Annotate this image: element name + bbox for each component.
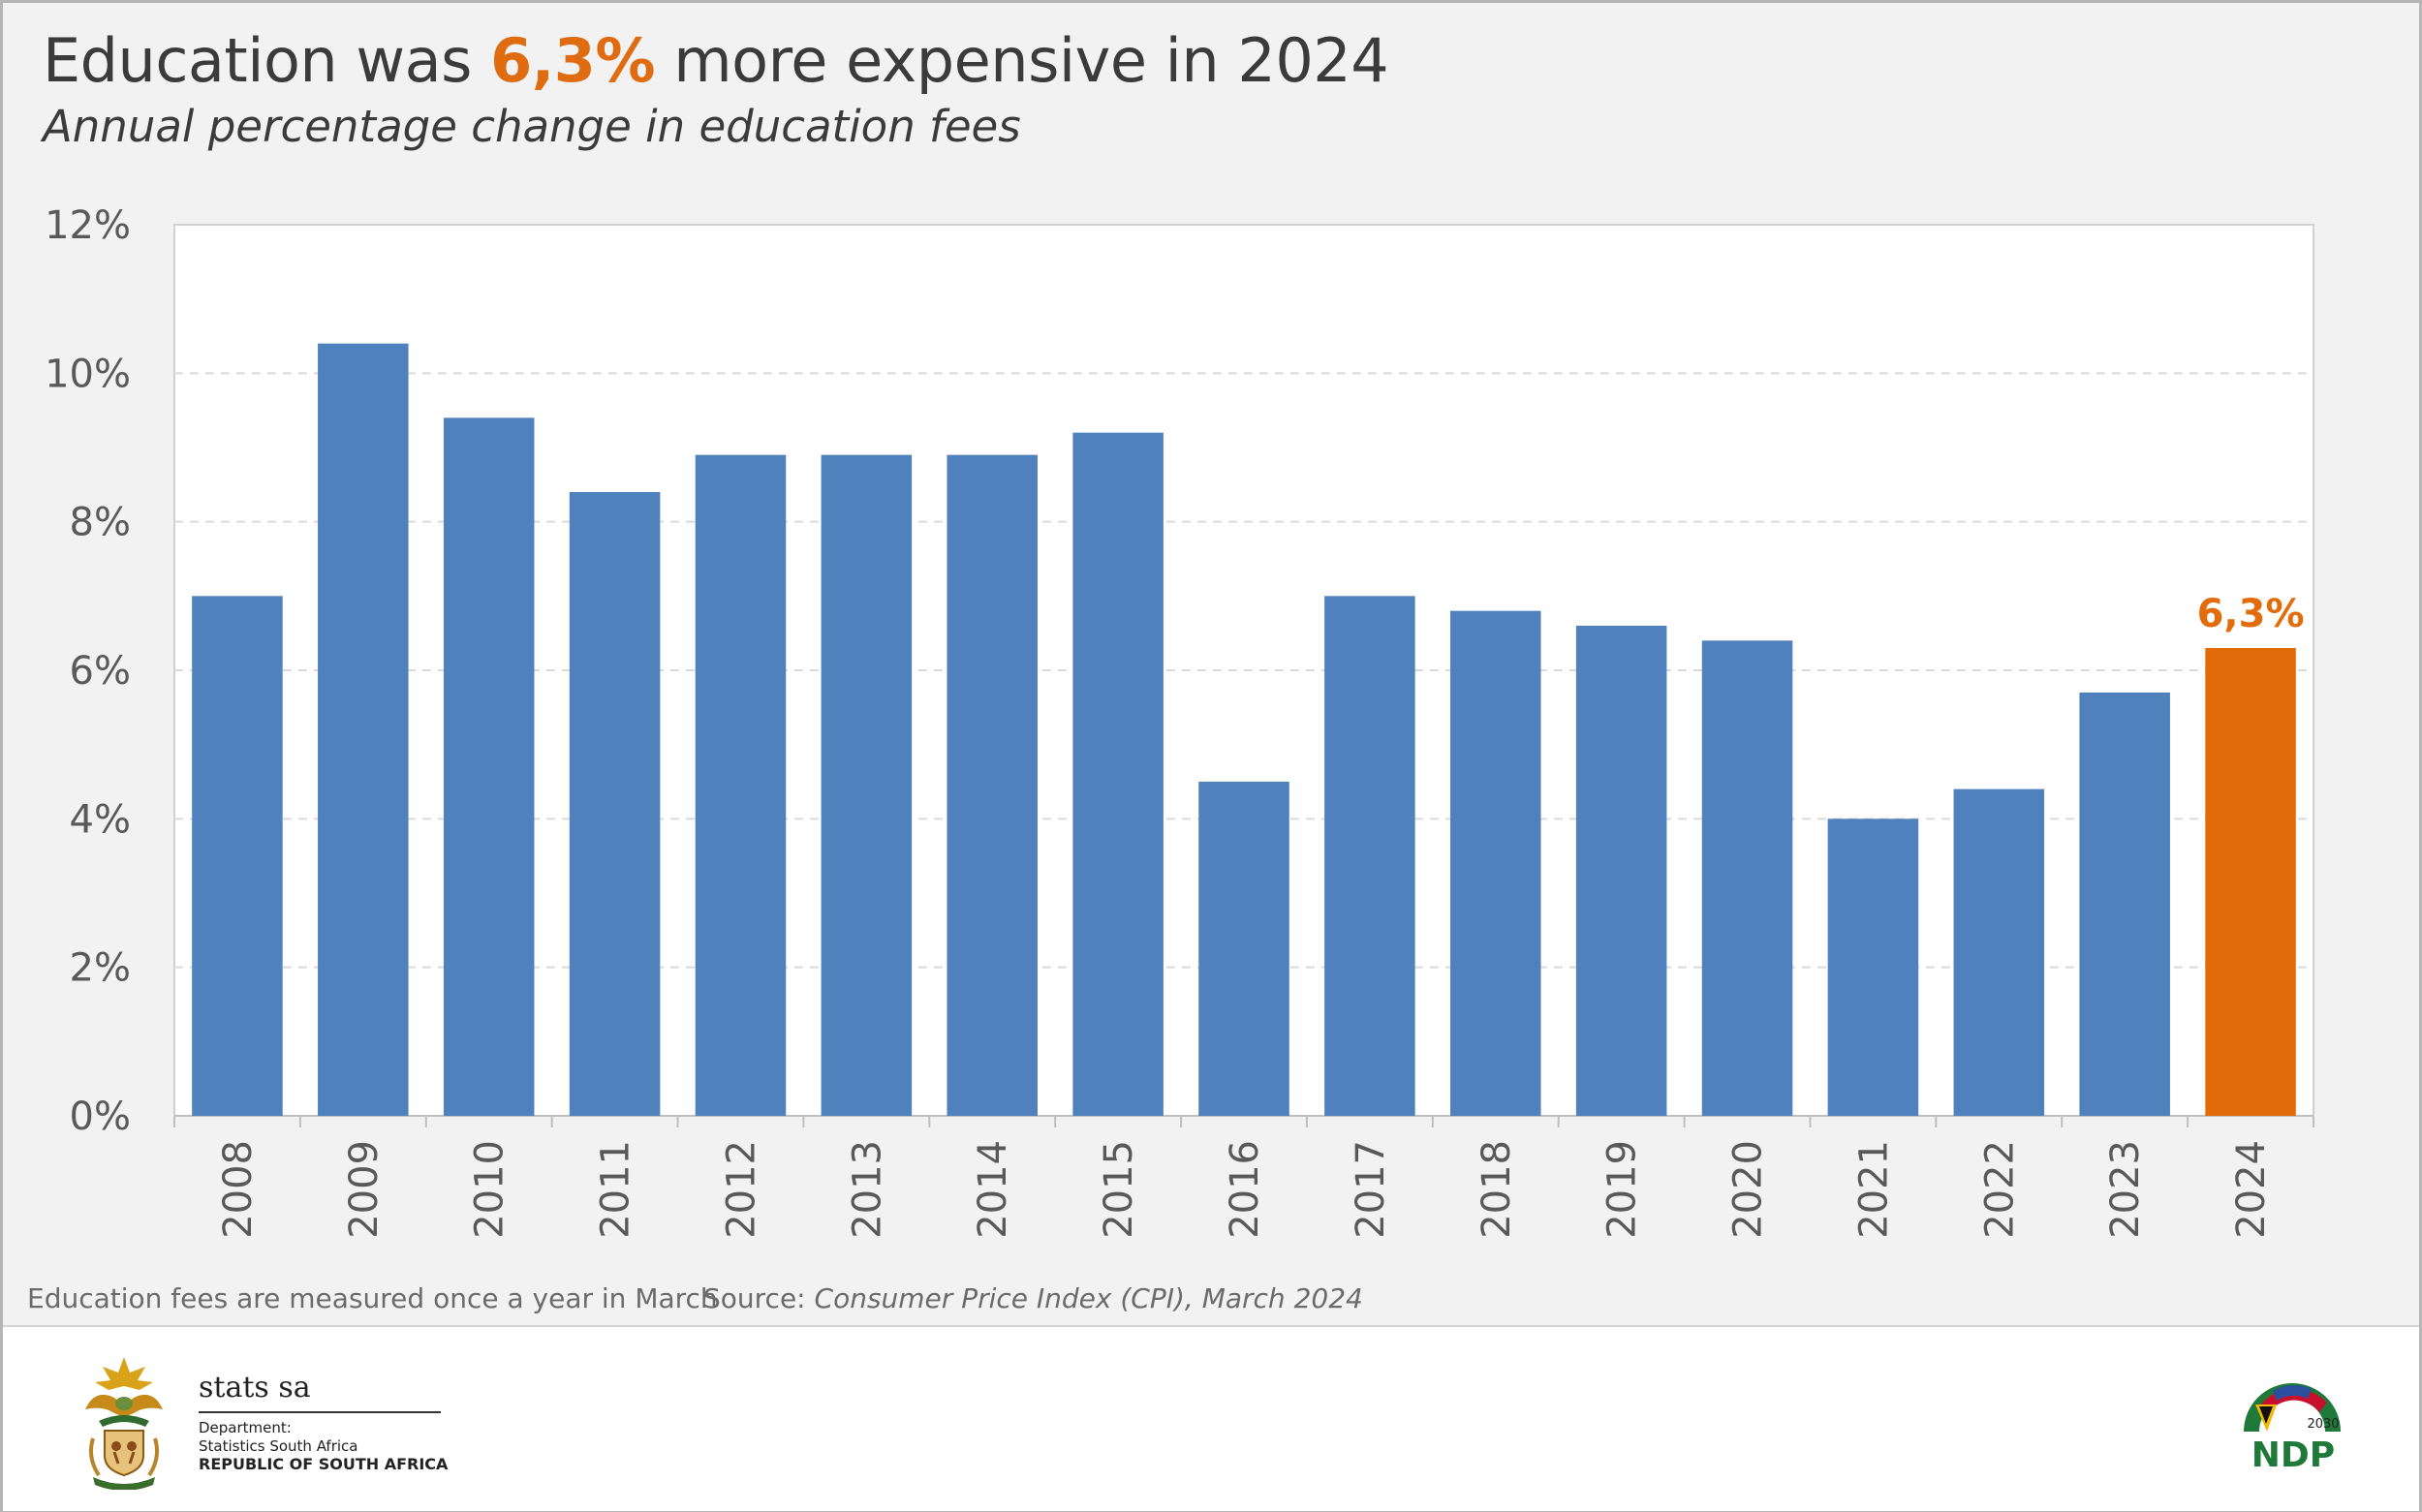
x-tick-label: 2014 <box>971 1140 1015 1239</box>
y-axis-ticks: 0% 2% 4% 6% 8% 10% 12% <box>45 203 131 1139</box>
dept-line-1: Department: <box>199 1419 292 1436</box>
x-tick-label: 2022 <box>1977 1140 2022 1239</box>
bar-2008 <box>192 596 283 1116</box>
x-tick-label: 2016 <box>1223 1140 1267 1239</box>
bar-2011 <box>569 492 661 1116</box>
y-tick-label: 0% <box>70 1095 131 1139</box>
bar-2009 <box>318 343 409 1117</box>
bar-2012 <box>695 454 787 1117</box>
x-tick-label: 2017 <box>1349 1140 1393 1239</box>
y-tick-label: 12% <box>45 203 131 248</box>
x-tick-label: 2009 <box>342 1140 387 1239</box>
source-note: Source: Consumer Price Index (CPI), Marc… <box>703 1282 1363 1314</box>
x-tick-label: 2012 <box>719 1140 763 1239</box>
bar-2018 <box>1450 610 1541 1116</box>
data-labels: 6,3% <box>2197 592 2305 636</box>
x-tick-label: 2020 <box>1726 1140 1771 1239</box>
bar-2017 <box>1324 596 1415 1116</box>
org-name-rule <box>199 1411 441 1413</box>
bar-2022 <box>1953 788 2045 1116</box>
logo-strip <box>3 1325 2419 1511</box>
y-tick-label: 8% <box>70 501 131 545</box>
x-tick-label: 2010 <box>468 1140 512 1239</box>
x-tick-label: 2021 <box>1851 1140 1896 1239</box>
bar-chart: 0% 2% 4% 6% 8% 10% 12% 2008 2009 2010 2011 2012 201… <box>45 203 2314 1239</box>
bar-2020 <box>1701 640 1793 1116</box>
x-tick-label: 2018 <box>1475 1140 1519 1239</box>
x-tick-label: 2008 <box>216 1140 261 1239</box>
bar-2024 <box>2205 648 2296 1116</box>
x-axis-ticks: 2008 2009 2010 2011 2012 2013 2014 2015 2016 2017… <box>173 1116 2314 1239</box>
bars <box>192 343 2296 1117</box>
bar-2013 <box>821 454 913 1117</box>
coat-of-arms-icon <box>85 1357 163 1490</box>
bar-2010 <box>443 417 535 1116</box>
x-tick-label: 2024 <box>2229 1140 2274 1239</box>
ndp-year: 2030 <box>2307 1417 2339 1432</box>
bar-2016 <box>1198 782 1289 1116</box>
bar-2021 <box>1827 818 1919 1116</box>
x-tick-label: 2013 <box>845 1140 889 1239</box>
org-name: stats sa <box>199 1371 311 1404</box>
bar-2014 <box>947 454 1038 1117</box>
y-tick-label: 4% <box>70 797 131 842</box>
x-tick-label: 2011 <box>594 1140 638 1239</box>
y-tick-label: 2% <box>70 946 131 991</box>
footnote: Education fees are measured once a year … <box>27 1282 718 1314</box>
title-highlight: 6,3% <box>490 25 656 96</box>
ndp-logo-icon: 2030 NDP <box>2244 1383 2341 1474</box>
bar-2019 <box>1575 626 1667 1116</box>
dept-line-2: Statistics South Africa <box>199 1437 358 1455</box>
y-tick-label: 6% <box>70 649 131 694</box>
title-prefix: Education was <box>43 25 491 96</box>
x-tick-label: 2015 <box>1097 1140 1141 1239</box>
source-label: Source: <box>703 1282 815 1314</box>
bar-2015 <box>1072 432 1164 1117</box>
y-tick-label: 10% <box>45 352 131 396</box>
page-subtitle: Annual percentage change in education fe… <box>43 101 1021 152</box>
x-tick-label: 2019 <box>1600 1140 1645 1239</box>
title-suffix: more expensive in 2024 <box>655 25 1389 96</box>
page-title: Education was 6,3% more expensive in 202… <box>43 25 1389 96</box>
source-text: Consumer Price Index (CPI), March 2024 <box>814 1282 1363 1314</box>
bar-2023 <box>2079 693 2170 1116</box>
dept-line-3: REPUBLIC OF SOUTH AFRICA <box>199 1455 449 1473</box>
ndp-text: NDP <box>2251 1435 2335 1474</box>
data-label-2024: 6,3% <box>2197 592 2305 636</box>
x-tick-label: 2023 <box>2103 1140 2148 1239</box>
